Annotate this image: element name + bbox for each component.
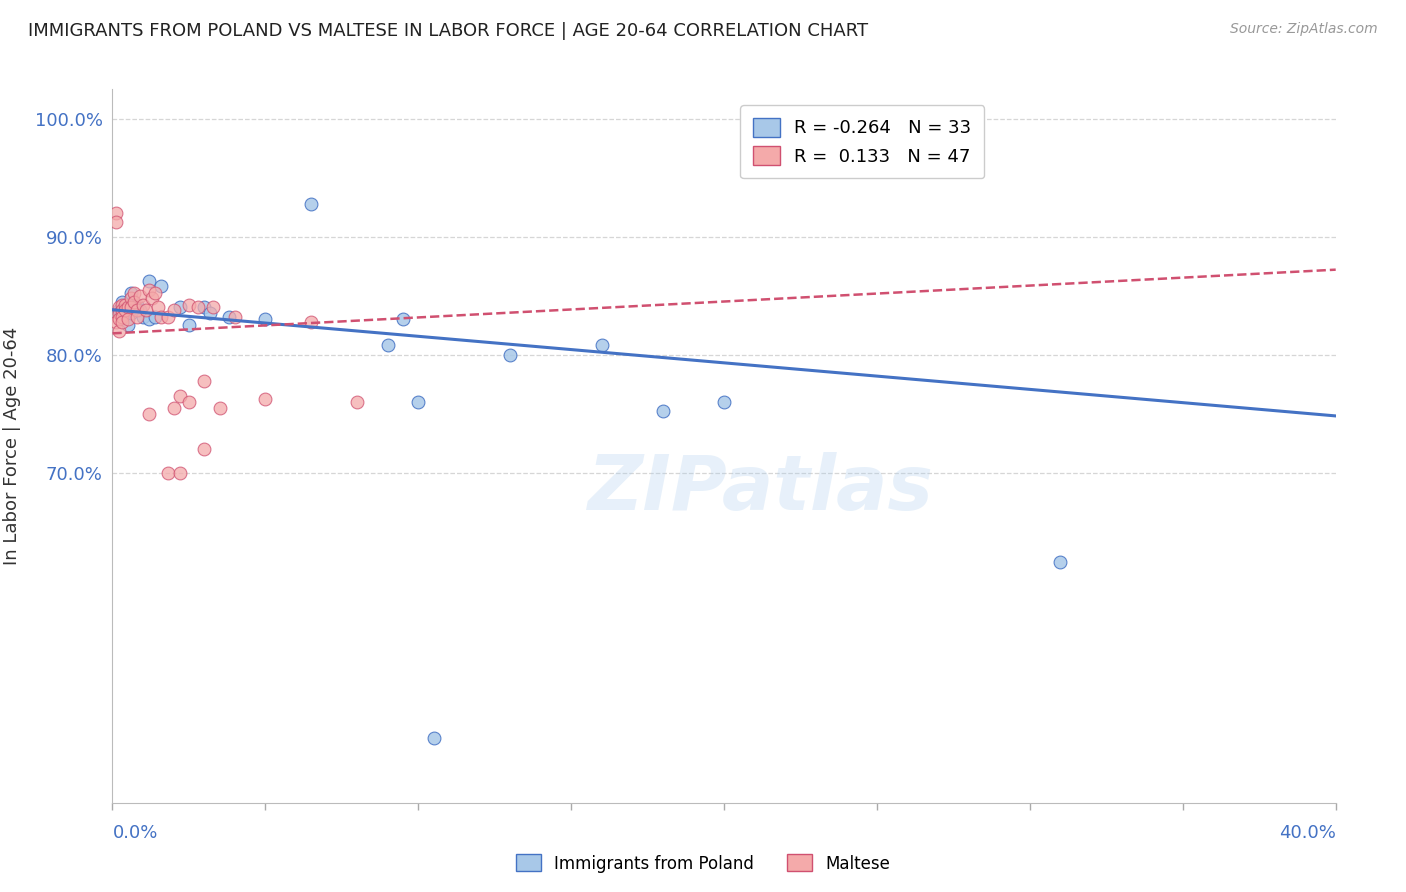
Point <box>114 302 136 317</box>
Point <box>132 298 155 312</box>
Point <box>120 286 142 301</box>
Point <box>169 301 191 315</box>
Y-axis label: In Labor Force | Age 20-64: In Labor Force | Age 20-64 <box>3 326 21 566</box>
Legend: Immigrants from Poland, Maltese: Immigrants from Poland, Maltese <box>509 847 897 880</box>
Point <box>111 294 134 309</box>
Point <box>254 312 277 326</box>
Point <box>499 348 522 362</box>
Point <box>377 338 399 352</box>
Point <box>117 318 139 332</box>
Point <box>187 301 209 315</box>
Text: IMMIGRANTS FROM POLAND VS MALTESE IN LABOR FORCE | AGE 20-64 CORRELATION CHART: IMMIGRANTS FROM POLAND VS MALTESE IN LAB… <box>28 22 869 40</box>
Text: ZIPatlas: ZIPatlas <box>588 452 934 525</box>
Point <box>193 301 215 315</box>
Point <box>202 301 225 315</box>
Point <box>111 314 134 328</box>
Point <box>169 389 191 403</box>
Point <box>138 283 160 297</box>
Point <box>111 310 134 324</box>
Point <box>125 310 148 324</box>
Point <box>125 298 148 312</box>
Point <box>138 312 160 326</box>
Point <box>346 394 368 409</box>
Point <box>156 310 179 324</box>
Point <box>1049 555 1071 569</box>
Point <box>150 310 173 324</box>
Point <box>591 338 613 352</box>
Point <box>117 310 139 324</box>
Point <box>107 306 129 320</box>
Point <box>143 286 166 301</box>
Point <box>218 310 240 324</box>
Point <box>422 731 444 745</box>
Point <box>111 298 134 312</box>
Point <box>143 310 166 324</box>
Point <box>111 302 134 317</box>
Point <box>107 302 129 317</box>
Point <box>299 314 322 328</box>
Point <box>122 294 145 309</box>
Point <box>177 394 200 409</box>
Point <box>107 312 129 326</box>
Point <box>120 301 142 315</box>
Point <box>104 215 127 229</box>
Text: Source: ZipAtlas.com: Source: ZipAtlas.com <box>1230 22 1378 37</box>
Point <box>125 302 148 317</box>
Point <box>193 442 215 456</box>
Point <box>111 306 134 320</box>
Point <box>117 302 139 317</box>
Point <box>224 310 246 324</box>
Point <box>114 298 136 312</box>
Point <box>713 394 735 409</box>
Point <box>114 302 136 317</box>
Point <box>200 306 222 320</box>
Point <box>117 301 139 315</box>
Point <box>107 301 129 315</box>
Point <box>122 286 145 301</box>
Point <box>177 318 200 332</box>
Point <box>122 301 145 315</box>
Point <box>163 302 186 317</box>
Point <box>120 291 142 305</box>
Point <box>299 196 322 211</box>
Point <box>117 312 139 326</box>
Text: 0.0%: 0.0% <box>112 824 157 842</box>
Point <box>148 301 170 315</box>
Point <box>392 312 415 326</box>
Point <box>138 275 160 289</box>
Point <box>135 302 157 317</box>
Legend: R = -0.264   N = 33, R =  0.133   N = 47: R = -0.264 N = 33, R = 0.133 N = 47 <box>740 105 984 178</box>
Point <box>193 374 215 388</box>
Point <box>138 407 160 421</box>
Point <box>208 401 231 415</box>
Point <box>107 324 129 338</box>
Point <box>408 394 430 409</box>
Point <box>132 310 155 324</box>
Point <box>177 298 200 312</box>
Point <box>129 288 152 302</box>
Point <box>104 206 127 220</box>
Point <box>150 279 173 293</box>
Point <box>156 466 179 480</box>
Point <box>141 291 163 305</box>
Point <box>652 404 675 418</box>
Point <box>169 466 191 480</box>
Point <box>129 302 152 317</box>
Point <box>104 314 127 328</box>
Point <box>163 401 186 415</box>
Point <box>254 392 277 407</box>
Text: 40.0%: 40.0% <box>1279 824 1336 842</box>
Point <box>120 306 142 320</box>
